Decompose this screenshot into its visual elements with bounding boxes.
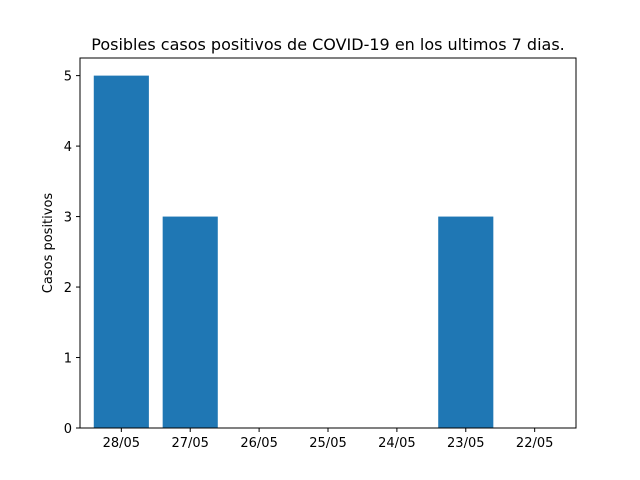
y-tick-label: 4 [64, 140, 72, 155]
x-tick-label: 22/05 [516, 436, 553, 451]
y-axis: 0 1 2 3 4 5 [64, 70, 80, 437]
x-tick-label: 23/05 [447, 436, 484, 451]
x-tick-label: 28/05 [103, 436, 140, 451]
x-tick-label: 25/05 [309, 436, 346, 451]
bar-28-05 [93, 75, 149, 428]
plot-frame [79, 57, 577, 429]
bar-27-05 [162, 216, 218, 428]
x-tick-label: 26/05 [240, 436, 277, 451]
x-tick-label: 24/05 [378, 436, 415, 451]
y-tick-label: 2 [64, 281, 72, 296]
x-tick-label: 27/05 [171, 436, 208, 451]
y-tick-label: 5 [64, 70, 72, 85]
y-tick-label: 1 [64, 352, 72, 367]
x-axis: 28/05 27/05 26/05 25/05 24/05 23/05 22/05 [103, 428, 553, 451]
y-tick-label: 3 [64, 211, 72, 226]
bar-23-05 [438, 216, 494, 428]
bars-group [93, 75, 494, 428]
chart-title: Posibles casos positivos de COVID-19 en … [91, 35, 564, 54]
y-tick-label: 0 [64, 422, 72, 437]
y-axis-label: Casos positivos [41, 193, 56, 294]
